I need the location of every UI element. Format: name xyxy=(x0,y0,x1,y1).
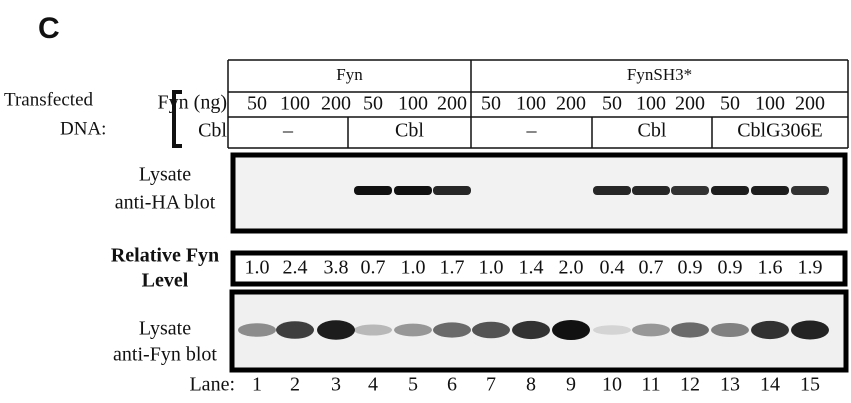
level-value: 3.8 xyxy=(324,257,349,279)
amount: 50 xyxy=(602,93,622,115)
level-value: 1.0 xyxy=(245,257,270,279)
level-value: 1.4 xyxy=(519,257,544,279)
band xyxy=(317,320,355,339)
band xyxy=(354,186,392,195)
band xyxy=(751,321,789,339)
band xyxy=(276,321,314,339)
row-label: Transfected xyxy=(4,89,93,110)
band xyxy=(632,186,670,195)
amount: 50 xyxy=(247,93,267,115)
band xyxy=(433,186,471,195)
cbl-cell: – xyxy=(282,120,294,142)
band xyxy=(394,186,432,195)
group-header: Fyn xyxy=(336,65,363,84)
blot-label: anti-HA blot xyxy=(115,192,216,214)
amount: 100 xyxy=(280,93,310,115)
lane-number: 15 xyxy=(800,374,820,396)
lane-number: 3 xyxy=(331,374,341,396)
lane-number: 12 xyxy=(680,374,700,396)
band xyxy=(433,322,471,337)
amount: 200 xyxy=(675,93,705,115)
lane-number: 5 xyxy=(408,374,418,396)
lane-number: 6 xyxy=(447,374,457,396)
band xyxy=(791,186,829,195)
amount: 50 xyxy=(363,93,383,115)
amount: 200 xyxy=(556,93,586,115)
row-header: Fyn (ng) xyxy=(158,92,227,114)
lane-number: 10 xyxy=(602,374,622,396)
amount: 50 xyxy=(481,93,501,115)
level-value: 1.0 xyxy=(401,257,426,279)
band xyxy=(791,320,829,339)
level-value: 0.9 xyxy=(678,257,703,279)
row-header: Cbl xyxy=(198,120,227,142)
blot-label: Lysate xyxy=(139,164,191,186)
lane-number: 7 xyxy=(486,374,496,396)
blot-label: anti-Fyn blot xyxy=(113,344,217,366)
lane-number: 13 xyxy=(720,374,740,396)
amount: 100 xyxy=(755,93,785,115)
figure: C Transfected DNA: Fyn (ng) Cbl Fyn FynSH… xyxy=(0,0,851,403)
cbl-cell: Cbl xyxy=(638,120,667,142)
row-label: DNA: xyxy=(60,118,106,139)
band xyxy=(632,324,670,337)
level-value: 0.4 xyxy=(600,257,625,279)
lane-number: 4 xyxy=(368,374,378,396)
amount: 50 xyxy=(720,93,740,115)
level-value: 1.0 xyxy=(479,257,504,279)
band xyxy=(671,186,709,195)
level-value: 0.7 xyxy=(361,257,386,279)
band xyxy=(593,325,631,334)
level-value: 2.4 xyxy=(283,257,308,279)
cbl-cell: CblG306E xyxy=(737,120,823,142)
amount: 200 xyxy=(795,93,825,115)
level-value: 1.6 xyxy=(758,257,783,279)
lane-number: 11 xyxy=(641,374,660,396)
band xyxy=(552,320,590,340)
amount: 100 xyxy=(398,93,428,115)
band xyxy=(354,325,392,336)
amount: 200 xyxy=(437,93,467,115)
lane-number: 9 xyxy=(566,374,576,396)
lane-label: Lane: xyxy=(189,374,235,396)
cbl-cell: – xyxy=(526,120,538,142)
lane-number: 2 xyxy=(290,374,300,396)
group-header: FynSH3* xyxy=(627,65,692,84)
level-value: 0.7 xyxy=(639,257,664,279)
band xyxy=(671,322,709,337)
lane-number: 8 xyxy=(526,374,536,396)
amount: 200 xyxy=(321,93,351,115)
band xyxy=(472,322,510,338)
amount: 100 xyxy=(636,93,666,115)
panel-label: C xyxy=(38,12,60,45)
level-value: 2.0 xyxy=(559,257,584,279)
level-value: 1.7 xyxy=(440,257,465,279)
band xyxy=(711,186,749,195)
amount: 100 xyxy=(516,93,546,115)
band xyxy=(593,186,631,195)
band xyxy=(751,186,789,195)
level-label: Relative Fyn xyxy=(111,245,219,267)
blot-label: Lysate xyxy=(139,318,191,340)
lane-number: 14 xyxy=(760,374,780,396)
level-value: 1.9 xyxy=(798,257,823,279)
level-label: Level xyxy=(142,270,189,292)
band xyxy=(394,324,432,337)
band xyxy=(238,323,276,336)
band xyxy=(512,321,550,339)
level-value: 0.9 xyxy=(718,257,743,279)
cbl-cell: Cbl xyxy=(395,120,424,142)
lane-number: 1 xyxy=(252,374,262,396)
band xyxy=(711,323,749,337)
